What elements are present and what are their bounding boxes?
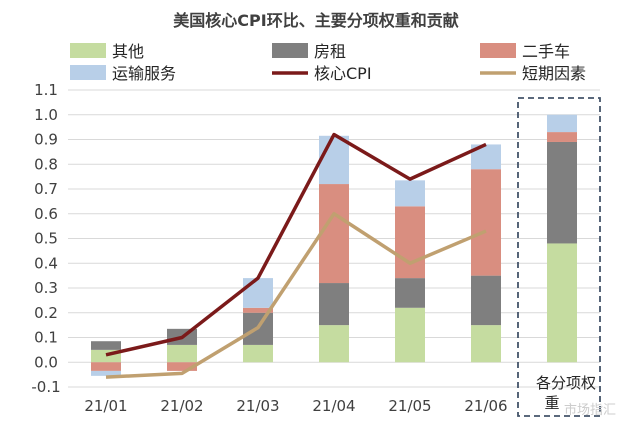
x-tick-21-03: 21/03: [236, 397, 279, 415]
line-series-1: [105, 212, 487, 379]
legend-label-4: 核心CPI: [314, 64, 372, 83]
weight-segment-3: [547, 114, 577, 133]
y-tick-label: 0.7: [34, 180, 58, 198]
bar-21-03-series-2: [243, 307, 273, 313]
y-tick-label: 0.6: [34, 205, 58, 223]
bar-21-01-series-3: [91, 370, 121, 376]
legend-swatch-0: [70, 43, 106, 58]
weight-segment-2: [547, 132, 577, 142]
x-tick-21-02: 21/02: [160, 397, 203, 415]
legend-label-2: 二手车: [522, 42, 570, 61]
line-series-0: [105, 132, 487, 357]
bar-21-06-series-1: [471, 275, 501, 326]
bar-21-04-series-3: [319, 135, 349, 185]
bar-21-01-series-2: [91, 362, 121, 371]
x-tick-21-01: 21/01: [84, 397, 127, 415]
bar-21-05-series-3: [395, 180, 425, 207]
bar-21-06-series-2: [471, 169, 501, 276]
bar-21-05-series-2: [395, 206, 425, 279]
legend-label-5: 短期因素: [522, 64, 586, 83]
bar-21-02-series-2: [167, 362, 197, 371]
x-tick-21-04: 21/04: [312, 397, 355, 415]
legend-label-3: 运输服务: [112, 64, 176, 83]
legend-swatch-3: [70, 65, 106, 80]
y-tick-label: 0.1: [34, 329, 58, 347]
y-tick-label: 1.0: [34, 106, 58, 124]
legend-label-1: 房租: [314, 42, 346, 61]
weight-segment-1: [547, 141, 577, 244]
chart-title: 美国核心CPI环比、主要分项权重和贡献: [173, 11, 458, 30]
y-tick-label: 0.3: [34, 279, 58, 297]
legend-swatch-2: [480, 43, 516, 58]
bars: [91, 135, 501, 376]
weight-bar: [547, 114, 577, 363]
x-tick-21-05: 21/05: [388, 397, 431, 415]
lines: [105, 132, 487, 379]
bar-21-05-series-1: [395, 278, 425, 308]
y-tick-label: 0.8: [34, 155, 58, 173]
legend-swatch-1: [272, 43, 308, 58]
x-axis: 21/01 21/02 21/03 21/04 21/05 21/06: [84, 397, 507, 415]
bar-21-05-series-0: [395, 307, 425, 363]
x-tick-21-06: 21/06: [464, 397, 507, 415]
y-tick-label: 0.0: [34, 353, 58, 371]
y-tick-label: 0.2: [34, 304, 58, 322]
weight-annotation-label: 各分项权重: [536, 374, 596, 412]
y-tick-label: 0.9: [34, 131, 58, 149]
weight-segment-0: [547, 243, 577, 363]
y-tick-label: 0.5: [34, 230, 58, 248]
bar-21-06-series-0: [471, 325, 501, 363]
bar-21-01-series-1: [91, 341, 121, 350]
y-tick-label: 0.4: [34, 254, 58, 272]
bar-21-02-series-0: [167, 344, 197, 363]
bar-21-04-series-1: [319, 283, 349, 326]
bar-21-04-series-0: [319, 325, 349, 363]
bar-21-03-series-3: [243, 278, 273, 308]
bar-21-03-series-0: [243, 344, 273, 363]
y-tick-label: -0.1: [31, 378, 60, 396]
legend-label-0: 其他: [112, 42, 144, 61]
bar-21-04-series-2: [319, 184, 349, 284]
weight-annotation-box: [517, 97, 601, 417]
watermark: 市场指汇: [564, 402, 616, 418]
y-axis: -0.1 0.0 0.1 0.2 0.3 0.4 0.5 0.6 0.7 0.8 0.9 1.0 1.1: [31, 81, 60, 396]
y-tick-label: 1.1: [34, 81, 58, 99]
